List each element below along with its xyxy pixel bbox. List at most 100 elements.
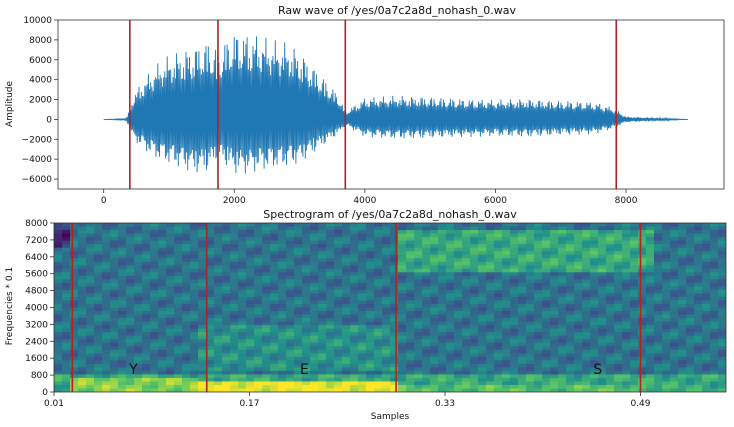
spectrogram-cell (254, 226, 263, 231)
spectrogram-cell (262, 332, 271, 337)
spectrogram-cell (222, 240, 231, 245)
spectrogram-cell (126, 300, 135, 305)
spectrogram-cell (94, 370, 103, 375)
spectrogram-cell (206, 342, 215, 347)
spectrogram-cell (254, 325, 263, 330)
spectrogram-cell (454, 353, 463, 358)
spectrogram-cell (606, 360, 615, 365)
spectrogram-cell (694, 244, 703, 249)
spectrogram-cell (374, 268, 383, 273)
spectrogram-cell (630, 244, 639, 249)
spectrogram-cell (638, 360, 647, 365)
spectrogram-cell (294, 282, 303, 287)
spectrogram-cell (454, 230, 463, 235)
spectrogram-cell (598, 335, 607, 340)
spectrogram-cell (478, 300, 487, 305)
spectrogram-cell (542, 233, 551, 238)
spectrogram-cell (542, 349, 551, 354)
spectrogram-cell (630, 374, 639, 379)
spectrogram-cell (158, 332, 167, 337)
spectrogram-cell (134, 261, 143, 266)
spectrogram-cell (70, 332, 79, 337)
spectrogram-cell (270, 272, 279, 277)
spectrogram-cell (398, 293, 407, 298)
spectrogram-cell (150, 303, 159, 309)
spectrogram-cell (126, 265, 135, 270)
spectrogram-cell (134, 296, 143, 302)
spectrogram-cell (318, 303, 327, 309)
spectrogram-cell (70, 268, 79, 273)
spectrogram-cell (94, 240, 103, 245)
spectrogram-cell (78, 300, 87, 305)
spectrogram-cell (526, 265, 535, 270)
spectrogram-cell (246, 370, 255, 375)
spectrogram-cell (94, 349, 103, 354)
spec-y-tick-label: 8000 (25, 219, 48, 229)
spectrogram-cell (654, 261, 663, 266)
spectrogram-cell (646, 296, 655, 302)
spectrogram-cell (382, 318, 391, 323)
spectrogram-cell (510, 279, 519, 284)
spectrogram-cell (118, 282, 127, 287)
spectrogram-cell (398, 272, 407, 277)
spectrogram-cell (558, 289, 567, 295)
spectrogram-cell (454, 226, 463, 231)
spectrogram-cell (70, 272, 79, 277)
spectrogram-cell (478, 314, 487, 319)
spectrogram-cell (214, 265, 223, 270)
spectrogram-cell (494, 346, 503, 351)
spectrogram-cell (646, 272, 655, 277)
spectrogram-cell (230, 244, 239, 249)
spectrogram-cell (174, 346, 183, 351)
spectrogram-cell (294, 247, 303, 252)
spectrogram-cell (230, 251, 239, 256)
spectrogram-cell (166, 325, 175, 330)
spectrogram-cell (646, 293, 655, 298)
spectrogram-cell (574, 374, 583, 379)
spectrogram-cell (574, 223, 583, 228)
spectrogram-cell (470, 282, 479, 287)
spectrogram-cell (574, 261, 583, 266)
spectrogram-cell (638, 286, 647, 291)
spectrogram-cell (102, 261, 111, 266)
spectrogram-cell (222, 321, 231, 326)
spectrogram-cell (70, 370, 79, 375)
spectrogram-cell (686, 311, 695, 316)
spectrogram-cell (358, 353, 367, 358)
spectrogram-cell (438, 300, 447, 305)
spectrogram-cell (126, 272, 135, 277)
spectrogram-cell (102, 300, 111, 305)
spectrogram-cell (558, 321, 567, 326)
spectrogram-cell (182, 268, 191, 273)
spectrogram-cell (494, 363, 503, 368)
spectrogram-cell (646, 275, 655, 280)
spectrogram-cell (702, 349, 711, 354)
spectrogram-cell (534, 325, 543, 330)
spectrogram-cell (710, 363, 719, 368)
spectrogram-cell (270, 286, 279, 291)
spectrogram-cell (670, 367, 679, 372)
spectrogram-cell (342, 325, 351, 330)
spectrogram-cell (230, 363, 239, 368)
spectrogram-cell (86, 318, 95, 323)
spectrogram-cell (598, 381, 607, 386)
spectrogram-cell (590, 318, 599, 323)
spectrogram-cell (150, 251, 159, 256)
spectrogram-cell (286, 363, 295, 368)
spectrogram-cell (262, 296, 271, 302)
spectrogram-cell (198, 240, 207, 245)
spectrogram-cell (430, 377, 439, 383)
spectrogram-cell (670, 318, 679, 323)
spectrogram-cell (606, 311, 615, 316)
spectrogram-cell (118, 339, 127, 344)
spectrogram-cell (214, 296, 223, 302)
spectrogram-cell (438, 377, 447, 383)
spectrogram-cell (62, 237, 71, 242)
spectrogram-cell (62, 279, 71, 284)
spectrogram-cell (134, 265, 143, 270)
spectrogram-cell (294, 279, 303, 284)
spectrogram-cell (294, 251, 303, 256)
spectrogram-cell (118, 332, 127, 337)
spectrogram-cell (550, 314, 559, 319)
spectrogram-cell (558, 388, 567, 392)
